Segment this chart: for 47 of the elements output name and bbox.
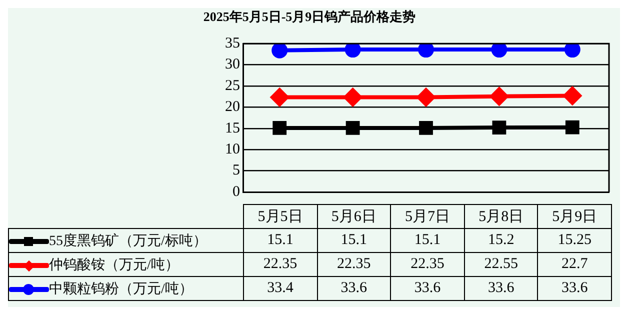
point [270, 88, 289, 106]
data-label: 15.1 [317, 228, 391, 252]
point [491, 44, 508, 58]
x-tick-label: 5月9日 [538, 204, 612, 228]
y-tick-label: 25 [225, 78, 240, 94]
y-tick-label: 10 [225, 142, 240, 158]
point [272, 44, 288, 58]
data-label: 22.55 [464, 252, 538, 276]
legend-label: 仲钨酸铵（万元/吨） [49, 258, 179, 272]
data-label: 15.25 [538, 228, 612, 252]
data-label: 33.4 [244, 276, 318, 300]
data-label: 33.6 [390, 276, 464, 300]
point [565, 120, 580, 134]
legend-label: 中颗粒钨粉（万元/吨） [49, 282, 193, 296]
x-tick-label: 5月6日 [317, 204, 391, 228]
data-label: 22.35 [390, 252, 464, 276]
point [417, 88, 435, 106]
y-tick-label: 5 [232, 162, 240, 179]
x-tick-label: 5月7日 [390, 204, 464, 228]
y-tick-label: 20 [225, 99, 240, 116]
data-label: 33.6 [317, 276, 391, 300]
data-label: 15.2 [464, 228, 538, 252]
point [492, 120, 506, 134]
data-label: 15.1 [390, 228, 464, 252]
point [564, 44, 580, 58]
x-tick-label: 5月8日 [464, 204, 538, 228]
point [344, 88, 362, 106]
point [344, 44, 361, 58]
point [418, 44, 434, 58]
y-tick-label: 0 [232, 184, 240, 200]
x-tick-label: 5月5日 [244, 204, 318, 228]
point [419, 121, 433, 135]
data-label: 22.35 [244, 252, 318, 276]
data-label: 22.35 [317, 252, 391, 276]
data-label: 15.1 [244, 228, 318, 252]
data-label: 33.6 [538, 276, 612, 300]
y-tick-label: 15 [225, 120, 240, 136]
point [490, 87, 508, 106]
point [272, 121, 287, 135]
data-label: 22.7 [538, 252, 612, 276]
data-label: 33.6 [464, 276, 538, 300]
y-tick-label: 30 [225, 56, 240, 73]
legend-label: 55度黑钨矿（万元/标吨） [49, 234, 207, 248]
point [346, 121, 360, 135]
y-tick-label: 35 [225, 36, 240, 52]
point [563, 86, 582, 105]
chart-title: 2025年5月5日-5月9日钨产品价格走势 [203, 9, 416, 24]
